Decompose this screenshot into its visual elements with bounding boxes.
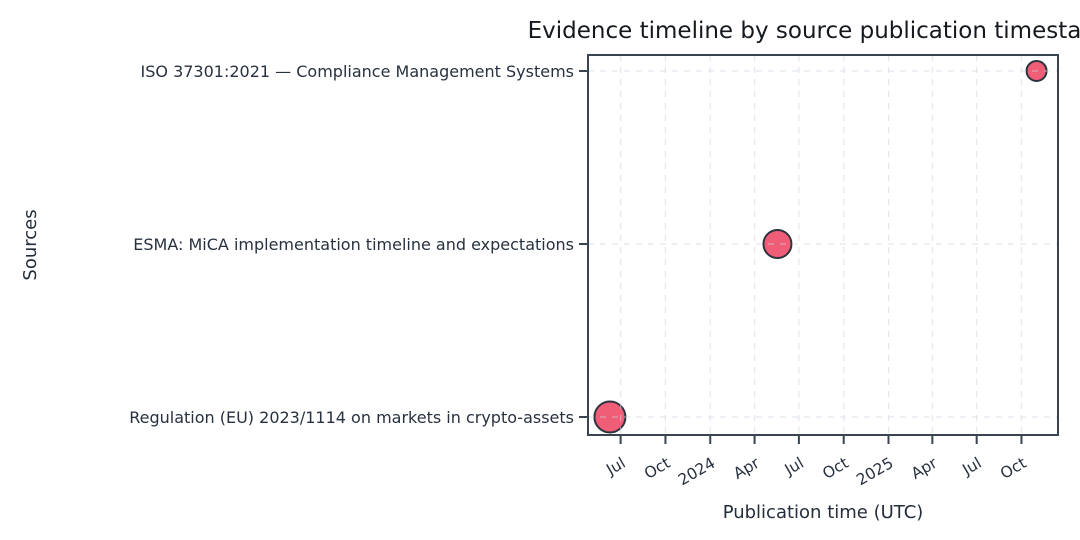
- chart-title: Evidence timeline by source publication …: [528, 18, 1080, 44]
- data-point: [762, 229, 793, 259]
- y-tick-label-source: ISO 37301:2021 — Compliance Management S…: [141, 62, 574, 81]
- x-tick-label: Apr: [908, 454, 941, 483]
- y-tick-label-source: Regulation (EU) 2023/1114 on markets in …: [129, 408, 574, 427]
- x-tick-label: Jul: [603, 454, 629, 479]
- x-tick-label: 2024: [675, 454, 718, 489]
- x-tick-label: 2025: [853, 454, 896, 489]
- y-axis-label: Sources: [20, 209, 41, 280]
- x-tick-label: Oct: [819, 454, 851, 483]
- data-points-layer: [593, 60, 1048, 434]
- x-tick-label: Apr: [730, 454, 763, 483]
- x-tick-label: Oct: [641, 454, 673, 483]
- x-axis-label: Publication time (UTC): [723, 502, 924, 523]
- plot-frame: [587, 54, 1059, 436]
- gridlines-layer: [588, 55, 1058, 435]
- ticks-layer: [579, 70, 1023, 444]
- x-tick-label: Oct: [997, 454, 1029, 483]
- y-tick-label-source: ESMA: MiCA implementation timeline and e…: [133, 235, 574, 254]
- x-tick-label: Jul: [959, 454, 985, 479]
- x-tick-label: Jul: [781, 454, 807, 479]
